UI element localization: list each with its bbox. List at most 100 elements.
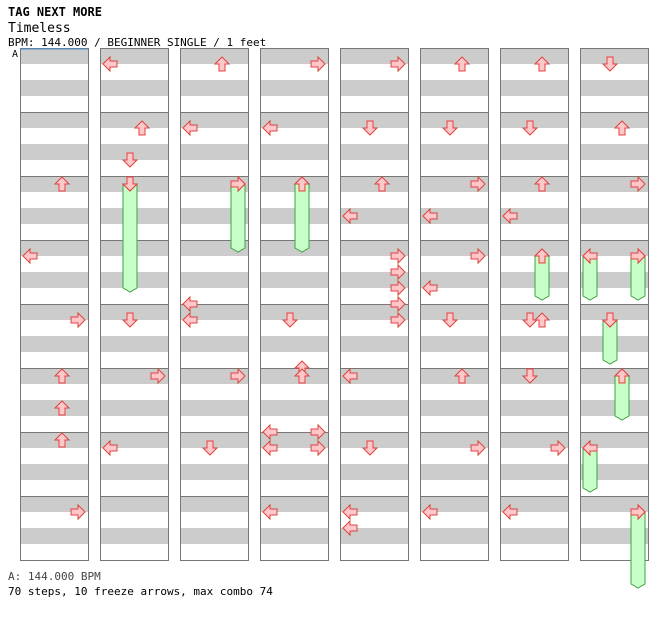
beat-stripe [260, 256, 328, 272]
beat-stripe [340, 288, 408, 304]
beat-stripe [500, 64, 568, 80]
song-title: Timeless [8, 21, 71, 36]
beat-stripe [420, 112, 488, 128]
beat-stripe [180, 400, 248, 416]
beat-stripe [100, 544, 168, 560]
beat-stripe [20, 544, 88, 560]
beat-stripe [260, 464, 328, 480]
step-arrow-right-icon [70, 503, 86, 521]
beat-stripe [340, 112, 408, 128]
step-summary: 70 steps, 10 freeze arrows, max combo 74 [8, 585, 273, 598]
beat-stripe [20, 96, 88, 112]
arrow-layer [22, 55, 646, 537]
beat-stripe [340, 304, 408, 320]
beat-stripe [420, 352, 488, 368]
step-arrow-up-icon [373, 176, 391, 192]
beat-stripe [180, 352, 248, 368]
beat-stripe [340, 64, 408, 80]
step-arrow-down-icon [361, 120, 379, 136]
beat-stripe [340, 176, 408, 192]
beat-stripe [100, 496, 168, 512]
beat-stripe [340, 224, 408, 240]
step-arrow-down-icon [121, 152, 139, 168]
beat-stripe [20, 448, 88, 464]
beat-stripe [20, 112, 88, 128]
freeze-head-right-icon [630, 247, 646, 265]
beat-stripe [340, 272, 408, 288]
beat-stripe [420, 336, 488, 352]
step-arrow-left-icon [102, 439, 118, 457]
beat-stripe [260, 208, 328, 224]
beat-stripe [420, 144, 488, 160]
beat-stripe [260, 512, 328, 528]
beat-stripe [420, 320, 488, 336]
beat-stripe [20, 128, 88, 144]
beat-stripe [100, 320, 168, 336]
beat-stripe [260, 480, 328, 496]
beat-stripe [500, 320, 568, 336]
beat-stripe [260, 400, 328, 416]
beat-stripe [20, 352, 88, 368]
step-arrow-right-icon [390, 263, 406, 281]
beat-stripe [100, 368, 168, 384]
measure-box [100, 496, 169, 561]
beat-stripe [340, 208, 408, 224]
beat-stripe [180, 48, 248, 64]
step-arrow-right-icon [630, 175, 646, 193]
beat-stripe [20, 224, 88, 240]
beat-stripe [180, 272, 248, 288]
beat-stripe [340, 48, 408, 64]
beat-stripe [580, 240, 648, 256]
beat-stripe [260, 544, 328, 560]
step-arrow-left-icon [342, 367, 358, 385]
beat-stripe [100, 48, 168, 64]
beat-stripe [260, 288, 328, 304]
beat-stripe [420, 64, 488, 80]
beat-stripe [100, 128, 168, 144]
beat-stripe [420, 384, 488, 400]
beat-stripe [500, 96, 568, 112]
beat-stripe [340, 368, 408, 384]
beat-stripe [260, 432, 328, 448]
freeze-head-left-icon [582, 439, 598, 457]
beat-stripe [100, 400, 168, 416]
bpm-legend: A: 144.000 BPM [8, 570, 101, 583]
beat-stripe [180, 96, 248, 112]
beat-stripe [420, 48, 488, 64]
freeze-head-up-icon [533, 248, 551, 264]
beat-stripe [500, 432, 568, 448]
step-arrow-right-icon [150, 367, 166, 385]
beat-stripe [20, 208, 88, 224]
beat-stripe [100, 80, 168, 96]
beat-stripe [500, 192, 568, 208]
beat-stripe [420, 128, 488, 144]
beat-stripe [20, 496, 88, 512]
beat-stripe [420, 304, 488, 320]
step-arrow-left-icon [262, 423, 278, 441]
beat-stripe [180, 480, 248, 496]
step-arrow-left-icon [422, 279, 438, 297]
step-arrow-right-icon [470, 439, 486, 457]
beat-stripe [420, 96, 488, 112]
beat-stripe [500, 240, 568, 256]
beat-stripe [100, 512, 168, 528]
beat-stripe [20, 400, 88, 416]
site-title[interactable]: TAG NEXT MORE [8, 5, 102, 19]
beat-stripe [420, 512, 488, 528]
beat-stripe [500, 80, 568, 96]
beat-stripe [580, 176, 648, 192]
step-arrow-left-icon [22, 247, 38, 265]
step-arrow-left-icon [502, 207, 518, 225]
freeze-head-up-icon [293, 176, 311, 192]
step-arrow-down-icon [601, 56, 619, 72]
beat-stripe [180, 288, 248, 304]
beat-stripe [340, 400, 408, 416]
beat-stripe [20, 272, 88, 288]
beat-stripe [180, 160, 248, 176]
beat-stripe [100, 432, 168, 448]
step-arrow-right-icon [390, 247, 406, 265]
beat-stripe [500, 48, 568, 64]
beat-stripe [500, 352, 568, 368]
step-arrow-right-icon [310, 423, 326, 441]
step-arrow-right-icon [390, 295, 406, 313]
